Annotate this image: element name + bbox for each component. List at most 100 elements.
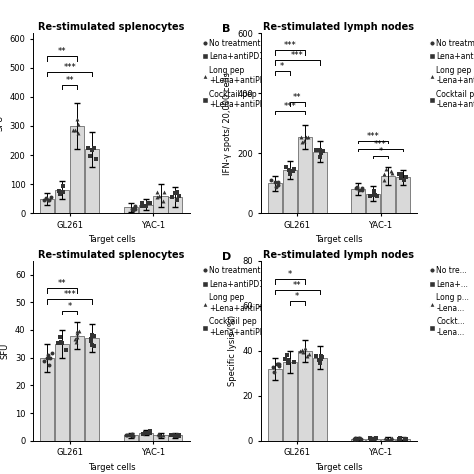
Point: [373, 435, 380, 442]
Point: [130, 204, 138, 212]
Point: [84, 145, 92, 152]
Point: [395, 435, 403, 443]
Text: **: **: [58, 47, 66, 56]
Point: [318, 353, 326, 361]
Title: Re-stimulated lymph nodes: Re-stimulated lymph nodes: [264, 250, 414, 260]
Bar: [312, 152, 327, 213]
Legend: No treatment, Lena+antiPD1, Long pep
+Lena+antiPD1, Cocktail pep
+Lena+antiPD1: No treatment, Lena+antiPD1, Long pep +Le…: [201, 264, 272, 338]
Point: [367, 435, 374, 443]
Point: [316, 359, 324, 366]
Point: [370, 435, 378, 443]
Bar: [268, 369, 282, 441]
Point: [282, 355, 289, 363]
Bar: [168, 435, 182, 441]
Point: [357, 435, 365, 443]
Bar: [298, 137, 312, 213]
Text: **: **: [65, 76, 74, 85]
Point: [386, 435, 393, 443]
Point: [388, 167, 395, 175]
Point: [143, 429, 150, 437]
Point: [170, 432, 177, 439]
Point: [275, 360, 283, 367]
Point: [138, 202, 146, 210]
Point: [55, 187, 63, 194]
Point: [90, 342, 98, 350]
Point: [402, 173, 410, 181]
Point: [304, 133, 311, 141]
Point: [138, 199, 146, 207]
Text: ***: ***: [64, 291, 76, 300]
Point: [402, 435, 410, 443]
Point: [367, 435, 374, 442]
Point: [174, 431, 182, 438]
Text: *: *: [288, 270, 292, 279]
Bar: [381, 438, 395, 441]
Text: ***: ***: [64, 63, 76, 72]
Point: [284, 356, 292, 364]
Point: [159, 431, 167, 438]
Point: [57, 338, 65, 346]
Point: [145, 200, 152, 207]
Bar: [70, 336, 84, 441]
Point: [62, 346, 70, 354]
Point: [88, 342, 96, 349]
Point: [56, 333, 64, 341]
Point: [317, 149, 325, 156]
Bar: [55, 344, 69, 441]
Bar: [168, 197, 182, 213]
Point: [46, 196, 53, 203]
Point: [300, 348, 307, 356]
Point: [271, 368, 278, 376]
Point: [388, 435, 396, 442]
Bar: [283, 170, 297, 213]
Point: [46, 361, 53, 369]
Point: [44, 351, 52, 359]
Bar: [366, 194, 380, 213]
Point: [156, 431, 164, 439]
Point: [173, 189, 181, 196]
Title: Re-stimulated lymph nodes: Re-stimulated lymph nodes: [264, 22, 414, 32]
Bar: [85, 338, 99, 441]
Point: [56, 190, 64, 198]
Point: [172, 432, 179, 439]
Point: [380, 176, 388, 184]
Point: [73, 116, 81, 123]
Bar: [381, 176, 395, 213]
Point: [46, 354, 54, 362]
Point: [146, 199, 154, 207]
Bar: [154, 196, 168, 213]
Point: [355, 434, 363, 442]
Point: [305, 351, 312, 358]
Point: [354, 435, 361, 442]
Point: [69, 127, 77, 134]
Bar: [70, 126, 84, 213]
Y-axis label: SFU: SFU: [0, 343, 9, 359]
Point: [87, 335, 95, 343]
Point: [267, 176, 274, 184]
Point: [58, 339, 65, 347]
Point: [175, 432, 182, 440]
Point: [74, 120, 82, 128]
Point: [351, 435, 359, 442]
Point: [167, 431, 175, 439]
Point: [90, 332, 97, 340]
Point: [159, 197, 167, 205]
Point: [401, 435, 409, 442]
Point: [128, 205, 136, 213]
Point: [92, 155, 100, 163]
Point: [160, 188, 167, 195]
Point: [40, 196, 48, 203]
Bar: [154, 435, 168, 441]
Point: [86, 153, 94, 160]
Text: D: D: [222, 252, 231, 262]
Point: [366, 435, 374, 442]
Point: [172, 189, 179, 196]
Text: **: **: [58, 279, 66, 288]
Point: [43, 194, 50, 202]
Point: [370, 435, 377, 443]
Bar: [138, 205, 153, 213]
Point: [74, 129, 82, 137]
Point: [302, 133, 310, 141]
Point: [383, 165, 390, 173]
Point: [73, 329, 81, 337]
